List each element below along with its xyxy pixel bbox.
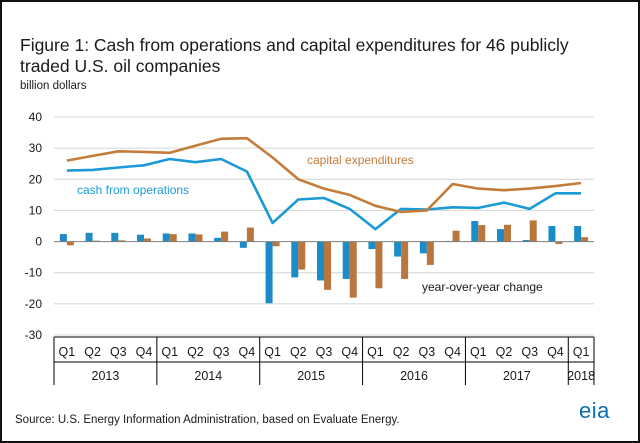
bar-capex-change bbox=[452, 230, 460, 242]
bar-capex-change bbox=[529, 220, 537, 242]
eia-logo: eia bbox=[579, 398, 610, 423]
bar-capex-change bbox=[144, 238, 151, 242]
bar-capex-change bbox=[272, 241, 280, 247]
bar-cash-change bbox=[59, 234, 67, 242]
x-tick-label: Q3 bbox=[316, 345, 333, 359]
year-label: 2016 bbox=[400, 369, 428, 383]
bar-cash-change bbox=[265, 241, 273, 304]
year-label: 2015 bbox=[297, 369, 325, 383]
bar-cash-change bbox=[188, 233, 196, 242]
x-tick-label: Q4 bbox=[547, 345, 564, 359]
annotation-year-over-year-change: year-over-year change bbox=[422, 280, 543, 294]
bar-cash-change bbox=[574, 226, 582, 242]
bar-capex-change bbox=[169, 234, 177, 242]
bar-capex-change bbox=[349, 241, 357, 298]
x-tick-label: Q1 bbox=[59, 345, 76, 359]
y-tick-label: 10 bbox=[29, 203, 43, 217]
bar-capex-change bbox=[504, 224, 511, 242]
bar-cash-change bbox=[137, 234, 144, 242]
chart-title: Figure 1: Cash from operations and capit… bbox=[20, 35, 569, 76]
x-tick-label: Q4 bbox=[239, 345, 256, 359]
y-tick-label: 0 bbox=[35, 235, 42, 249]
x-tick-label: Q4 bbox=[341, 345, 358, 359]
bar-capex-change bbox=[298, 241, 306, 270]
line-capital-expenditures bbox=[66, 136, 582, 214]
bar-cash-change bbox=[419, 241, 427, 254]
x-tick-label: Q4 bbox=[444, 345, 461, 359]
annotation-cash-from-operations: cash from operations bbox=[77, 183, 189, 197]
bar-capex-change bbox=[401, 241, 409, 279]
bar-capex-change bbox=[221, 231, 229, 242]
year-label: 2017 bbox=[503, 369, 531, 383]
y-tick-label: -10 bbox=[25, 266, 43, 280]
bar-cash-change bbox=[471, 221, 479, 242]
bar-cash-change bbox=[394, 241, 402, 257]
bar-capex-change bbox=[478, 225, 486, 242]
y-tick-label: 20 bbox=[29, 172, 43, 186]
x-tick-label: Q3 bbox=[419, 345, 436, 359]
x-tick-label: Q2 bbox=[84, 345, 101, 359]
y-axis-unit-label: billion dollars bbox=[20, 80, 87, 92]
year-label: 2013 bbox=[92, 369, 120, 383]
x-tick-label: Q1 bbox=[161, 345, 178, 359]
bar-cash-change bbox=[497, 229, 504, 242]
x-tick-label: Q2 bbox=[290, 345, 307, 359]
bar-capex-change bbox=[426, 241, 434, 265]
bar-cash-change bbox=[522, 240, 530, 242]
year-label: 2018 bbox=[567, 369, 595, 383]
x-tick-label: Q2 bbox=[187, 345, 204, 359]
bar-cash-change bbox=[317, 241, 324, 281]
bar-capex-change bbox=[581, 237, 589, 242]
y-tick-label: -20 bbox=[25, 297, 43, 311]
x-tick-label: Q3 bbox=[110, 345, 127, 359]
bar-capex-change bbox=[324, 241, 331, 290]
y-tick-label: 30 bbox=[29, 141, 43, 155]
bar-cash-change bbox=[162, 233, 170, 242]
x-tick-label: Q2 bbox=[496, 345, 513, 359]
bar-capex-change bbox=[66, 241, 74, 246]
bar-cash-change bbox=[85, 232, 93, 242]
x-tick-label: Q4 bbox=[136, 345, 153, 359]
x-tick-label: Q3 bbox=[213, 345, 230, 359]
bar-capex-change bbox=[246, 227, 254, 242]
x-tick-label: Q1 bbox=[470, 345, 487, 359]
bar-cash-change bbox=[239, 241, 247, 248]
bar-cash-change bbox=[214, 237, 222, 242]
bar-cash-change bbox=[368, 241, 376, 250]
x-tick-label: Q3 bbox=[521, 345, 538, 359]
bar-capex-change bbox=[118, 240, 126, 242]
source-note: Source: U.S. Energy Information Administ… bbox=[15, 414, 400, 426]
line-cash-from-operations bbox=[66, 157, 582, 231]
bar-cash-change bbox=[548, 226, 556, 242]
x-tick-label: Q1 bbox=[367, 345, 384, 359]
x-tick-label: Q2 bbox=[393, 345, 410, 359]
y-tick-label: 40 bbox=[29, 110, 43, 124]
x-tick-label: Q1 bbox=[264, 345, 281, 359]
bar-cash-change bbox=[111, 232, 119, 242]
bar-capex-change bbox=[195, 234, 203, 242]
bar-cash-change bbox=[342, 241, 350, 279]
x-tick-label: Q1 bbox=[573, 345, 590, 359]
bar-capex-change bbox=[555, 241, 563, 245]
annotation-capital-expenditures: capital expenditures bbox=[307, 153, 414, 167]
bar-capex-change bbox=[375, 241, 383, 289]
y-tick-label: -30 bbox=[25, 328, 43, 342]
year-label: 2014 bbox=[194, 369, 222, 383]
bar-cash-change bbox=[291, 241, 299, 278]
